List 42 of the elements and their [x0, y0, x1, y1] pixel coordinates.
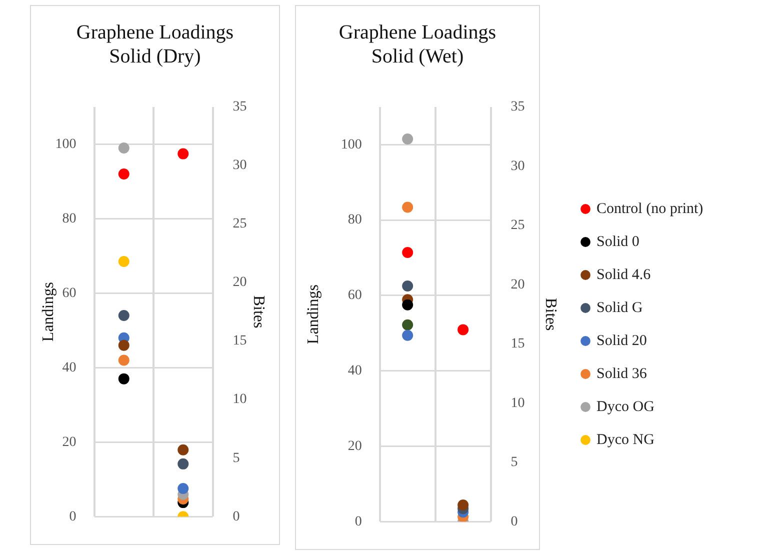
y2-tick-label: 5	[232, 450, 240, 466]
y2-tick-label: 15	[232, 334, 247, 349]
legend-label: Solid 20	[596, 332, 647, 349]
y-tick-label: 80	[348, 212, 362, 228]
y2-tick-label: 20	[232, 275, 247, 290]
legend-label: Control (no print)	[596, 200, 704, 217]
legend-label: Solid 36	[596, 366, 648, 382]
y2-tick-label: 5	[510, 455, 518, 470]
y2-axis-title: Bites	[542, 298, 560, 331]
y2-tick-label: 25	[510, 218, 525, 234]
y-tick-label: 20	[62, 434, 76, 450]
legend-label: Solid 0	[596, 234, 640, 250]
y-tick-label: 40	[348, 364, 362, 379]
y-tick-label: 60	[348, 288, 362, 304]
y2-tick-label: 10	[232, 392, 247, 408]
y-tick-label: 60	[62, 286, 76, 301]
y2-tick-label: 0	[510, 514, 518, 530]
chart-title: Graphene Loadings Solid (Wet)	[338, 21, 496, 68]
y2-tick-label: 35	[232, 100, 247, 115]
y2-tick-label: 0	[232, 509, 240, 524]
legend-label: Dyco NG	[596, 432, 655, 448]
y-tick-label: 40	[62, 360, 76, 376]
y-tick-label: 100	[340, 137, 362, 152]
y-tick-label: 100	[55, 136, 76, 152]
y2-axis-title: Bites	[250, 295, 268, 328]
y-tick-label: 80	[62, 211, 76, 226]
y2-tick-label: 35	[510, 100, 525, 115]
y2-tick-label: 10	[510, 396, 525, 411]
y2-tick-label: 30	[510, 158, 525, 174]
y-tick-label: 20	[348, 438, 362, 454]
y-tick-label: 0	[69, 509, 76, 524]
y-axis-title: Landings	[304, 284, 322, 344]
y2-tick-label: 20	[510, 277, 525, 292]
legend-label: Solid 4.6	[596, 266, 652, 283]
y2-tick-label: 15	[510, 336, 525, 352]
y-tick-label: 0	[354, 514, 362, 530]
chart-title: Graphene Loadings Solid (Dry)	[76, 21, 234, 68]
y2-tick-label: 25	[232, 216, 247, 232]
legend-label: Solid G	[596, 300, 643, 316]
y2-tick-label: 30	[232, 158, 247, 174]
y-axis-title: Landings	[40, 282, 57, 342]
legend-label: Dyco OG	[596, 398, 655, 415]
